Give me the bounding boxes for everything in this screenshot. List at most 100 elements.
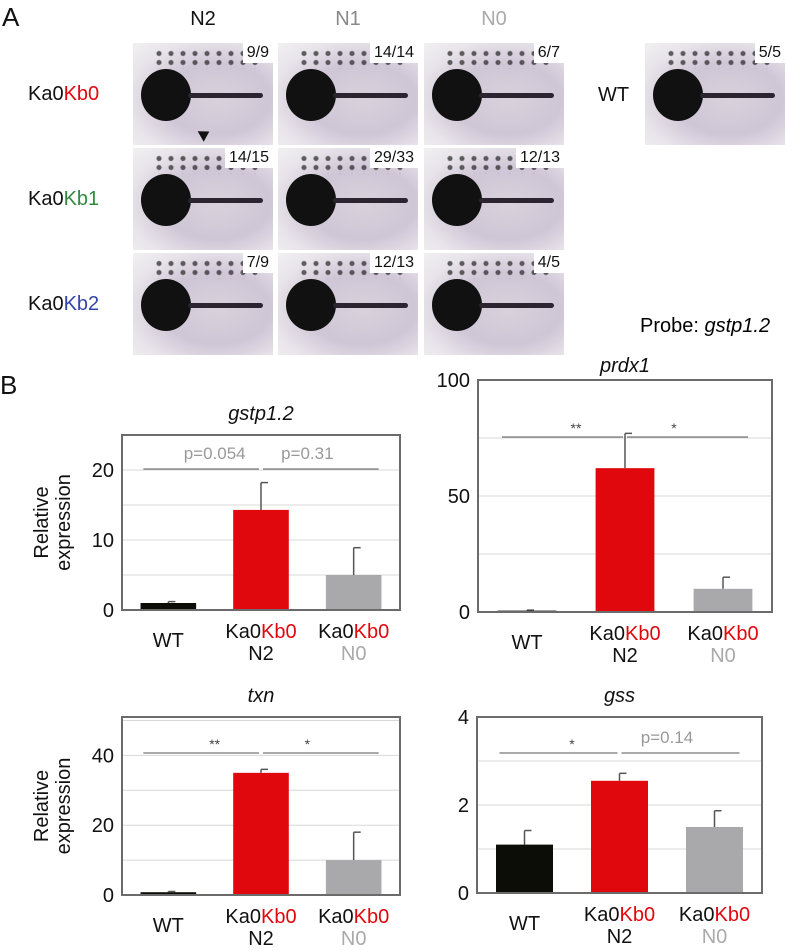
gut	[700, 93, 775, 98]
row-label-kb1: Ka0Kb1	[28, 188, 99, 211]
bar-2	[686, 827, 743, 893]
genotype-suffix: Kb0	[261, 906, 297, 928]
genotype-suffix: Kb0	[625, 623, 661, 645]
y-tick-label: 0	[103, 885, 114, 907]
x-label-generation: N2	[248, 928, 274, 950]
eye	[286, 279, 336, 331]
genotype-suffix: Kb0	[354, 621, 390, 643]
y-tick-label: 20	[92, 460, 114, 482]
column-header-n1: N1	[335, 8, 361, 30]
embryo-image-wt: 5/5	[645, 43, 785, 145]
gut	[188, 303, 263, 308]
plot-frame	[476, 716, 763, 894]
genotype-prefix: Ka0	[225, 621, 261, 643]
genotype-suffix: Kb2	[63, 293, 100, 315]
significance-label: *	[671, 420, 677, 436]
x-label-genotype: Ka0Kb0	[225, 906, 296, 928]
embryo-image: 14/15	[133, 148, 273, 250]
genotype-prefix: Ka0	[318, 906, 354, 928]
significance-label: p=0.054	[184, 444, 246, 463]
eye	[653, 69, 703, 121]
x-label-genotype: Ka0Kb0	[687, 623, 758, 645]
bar-1	[233, 509, 289, 610]
y-tick-label: 50	[448, 486, 470, 508]
x-label-genotype: Ka0Kb0	[584, 904, 655, 926]
eye	[432, 279, 482, 331]
embryo-image: 7/9	[133, 253, 273, 355]
fraction-label: 6/7	[533, 43, 564, 63]
bar-2	[325, 575, 382, 610]
y-tick-label: 40	[92, 745, 114, 767]
gut	[333, 198, 408, 203]
y-tick-label: 0	[103, 600, 114, 622]
gut	[188, 198, 263, 203]
genotype-prefix: Ka0	[28, 188, 64, 210]
x-label-wt: WT	[153, 915, 184, 937]
x-label-genotype: Ka0Kb0	[225, 621, 296, 643]
significance-label: **	[209, 736, 220, 752]
x-label-genotype: Ka0Kb0	[679, 904, 750, 926]
column-header-n0: N0	[481, 8, 507, 30]
genotype-prefix: Ka0	[589, 623, 625, 645]
genotype-suffix: Kb0	[620, 904, 656, 926]
significance-label: p=0.31	[281, 444, 333, 463]
x-label-wt: WT	[153, 630, 184, 652]
y-axis-label: expression	[53, 758, 75, 855]
bar-1	[591, 780, 648, 893]
y-tick-label: 0	[458, 883, 469, 905]
genotype-suffix: Kb0	[723, 623, 759, 645]
eye	[286, 174, 336, 226]
genotype-prefix: Ka0	[679, 904, 715, 926]
x-label-generation: N0	[341, 928, 367, 950]
eye	[141, 279, 191, 331]
gut	[479, 93, 554, 98]
bar-1	[233, 772, 289, 895]
eye	[432, 174, 482, 226]
significance-label: **	[571, 420, 582, 436]
x-label-generation: N2	[248, 643, 274, 665]
gut	[188, 93, 263, 98]
pigment-spots	[444, 259, 554, 279]
y-tick-label: 0	[459, 602, 470, 624]
y-tick-label: 4	[458, 707, 469, 729]
column-header-n2: N2	[190, 8, 216, 30]
x-label-wt: WT	[509, 913, 540, 935]
x-label-generation: N0	[702, 926, 728, 948]
bar-1	[595, 468, 655, 612]
fraction-label: 12/13	[515, 148, 564, 168]
genotype-suffix: Kb0	[63, 83, 100, 105]
wt-row-label: WT	[598, 84, 630, 106]
probe-gene: gstp1.2	[704, 315, 771, 337]
chart-title: gss	[604, 685, 635, 707]
bar-0	[140, 603, 197, 610]
fraction-label: 14/15	[224, 148, 273, 168]
plot-frame	[121, 434, 401, 611]
probe-text: Probe:	[640, 315, 705, 337]
x-label-generation: N0	[710, 645, 736, 667]
x-label-generation: N2	[607, 926, 633, 948]
genotype-suffix: Kb0	[261, 621, 297, 643]
fraction-label: 7/9	[242, 253, 273, 273]
significance-label: *	[305, 736, 311, 752]
genotype-prefix: Ka0	[687, 623, 723, 645]
bar-0	[140, 892, 197, 895]
embryo-image: 4/5	[424, 253, 564, 355]
panel-b-label: B	[0, 370, 18, 400]
fraction-label: 4/5	[533, 253, 564, 273]
pigment-spots	[153, 259, 263, 279]
embryo-image: 29/33	[278, 148, 418, 250]
x-label-generation: N2	[612, 645, 638, 667]
genotype-prefix: Ka0	[28, 293, 64, 315]
gut	[479, 303, 554, 308]
pigment-spots	[153, 49, 263, 69]
x-label-generation: N0	[341, 643, 367, 665]
chart-title: txn	[248, 685, 275, 707]
embryo-image: 12/13	[424, 148, 564, 250]
bar-2	[325, 860, 382, 895]
fraction-label: 5/5	[754, 43, 785, 63]
y-axis-label: expression	[53, 474, 75, 571]
eye	[141, 69, 191, 121]
chart-title: gstp1.2	[228, 403, 294, 425]
